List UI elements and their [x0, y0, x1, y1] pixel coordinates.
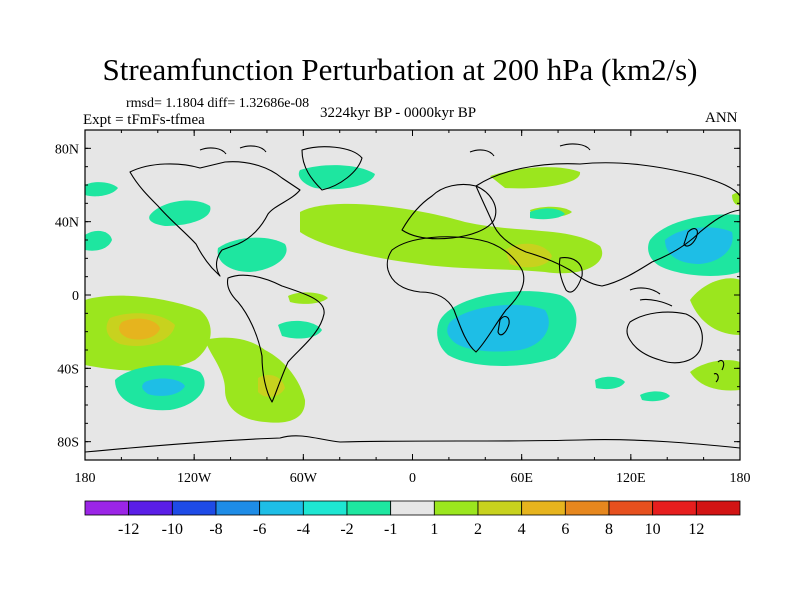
colorbar-swatch	[346, 500, 392, 516]
madagascar-outline	[497, 315, 510, 336]
colorbar-swatch	[477, 500, 523, 516]
x-axis-label: 0	[409, 471, 416, 486]
africa-outline	[386, 236, 525, 353]
negative-region-indian-ocean-core	[447, 304, 549, 352]
north-america-outline	[129, 161, 301, 277]
colorbar-swatch	[695, 500, 741, 516]
colorbar-level-label: 4	[518, 521, 526, 538]
arctic-islands-outline	[199, 143, 591, 157]
colorbar-level-label: 8	[605, 521, 613, 538]
colorbar-level-label: 10	[645, 521, 661, 538]
new-zealand-outline	[713, 359, 725, 383]
colorbar-level-label: -1	[384, 521, 397, 538]
x-axis-label: 60W	[290, 471, 318, 486]
y-axis-label: 80S	[57, 436, 79, 451]
europe-outline	[401, 183, 497, 240]
map-title: Streamfunction Perturbation at 200 hPa (…	[102, 52, 698, 87]
y-axis-label: 40N	[55, 216, 79, 231]
season-label: ANN	[705, 110, 738, 126]
colorbar-swatch	[564, 500, 610, 516]
southeast-asia-islands-outline	[629, 287, 673, 307]
x-axis-label: 120E	[616, 471, 646, 486]
stats-label: rmsd= 1.1804 diff= 1.32686e-08	[126, 96, 310, 111]
x-axis-label: 180	[75, 471, 96, 486]
colorbar-level-label: 2	[474, 521, 482, 538]
colorbar-swatch	[652, 500, 697, 516]
positive-region-south-pacific-center	[119, 318, 160, 340]
negative-region-greenland	[298, 165, 375, 190]
colorbar-swatch	[302, 500, 348, 516]
colorbar-swatch	[521, 500, 566, 516]
colorbar-swatch	[215, 500, 261, 516]
negative-region-caribbean	[217, 237, 287, 272]
y-axis-labels: 80N 40N 0 40S 80S	[55, 142, 79, 450]
positive-region-south-america	[205, 337, 306, 423]
colorbar-level-label: -4	[297, 521, 310, 538]
australia-outline	[626, 311, 703, 364]
negative-region-pacific-north	[85, 182, 118, 197]
antarctica-outline	[85, 435, 740, 453]
axis-ticks	[84, 129, 741, 461]
colorbar-level-label: -12	[118, 521, 139, 538]
period-label: 3224kyr BP - 0000kyr BP	[320, 105, 477, 121]
contour-field	[85, 143, 740, 453]
colorbar-level-label: -8	[209, 521, 222, 538]
colorbar-swatch	[259, 500, 304, 516]
colorbar-swatch	[390, 500, 435, 516]
colorbar-swatch	[433, 500, 479, 516]
colorbar	[84, 500, 741, 516]
x-axis-labels: 180 120W 60W 0 60E 120E 180	[75, 471, 751, 486]
asia-outline	[475, 162, 740, 287]
y-axis-label: 40S	[57, 362, 79, 377]
positive-region-arctic-east	[490, 167, 581, 189]
positive-region-north-atlantic-edge	[732, 192, 740, 206]
x-axis-label: 60E	[510, 471, 533, 486]
colorbar-level-label: 6	[561, 521, 569, 538]
colorbar-level-label: -10	[162, 521, 183, 538]
colorbar-level-label: 1	[430, 521, 438, 538]
negative-region-north-pacific-core	[665, 227, 733, 264]
positive-region-australia-south	[690, 360, 740, 391]
colorbar-level-label: -6	[253, 521, 266, 538]
negative-region-southern-ocean-small	[595, 376, 625, 390]
negative-region-arctic-small	[530, 208, 565, 220]
colorbar-labels: -12 -10 -8 -6 -4 -2 -1 1 2 4 6 8 10 12	[118, 521, 704, 538]
map-background	[85, 130, 740, 460]
negative-region-south-atlantic	[278, 320, 322, 339]
colorbar-swatch	[84, 500, 130, 516]
y-axis-label: 0	[72, 289, 79, 304]
x-axis-label: 180	[730, 471, 751, 486]
colorbar-swatch	[171, 500, 217, 516]
greenland-outline	[301, 146, 363, 191]
negative-region-mid-pacific	[85, 230, 112, 251]
experiment-label: Expt = tFmFs-tfmea	[83, 112, 205, 128]
negative-region-southern-ocean-2	[640, 391, 670, 402]
positive-region-west-pacific	[690, 278, 740, 335]
india-outline	[558, 257, 583, 293]
colorbar-level-label: 12	[688, 521, 704, 538]
south-america-outline	[226, 274, 325, 403]
negative-region-north-america	[149, 200, 211, 226]
colorbar-level-label: -2	[340, 521, 353, 538]
japan-outline	[683, 228, 698, 247]
colorbar-swatch	[128, 500, 173, 516]
negative-region-southwest-pacific-core	[142, 378, 185, 396]
colorbar-swatch	[608, 500, 654, 516]
y-axis-label: 80N	[55, 142, 79, 157]
continent-outlines	[85, 143, 740, 453]
x-axis-label: 120W	[177, 471, 212, 486]
